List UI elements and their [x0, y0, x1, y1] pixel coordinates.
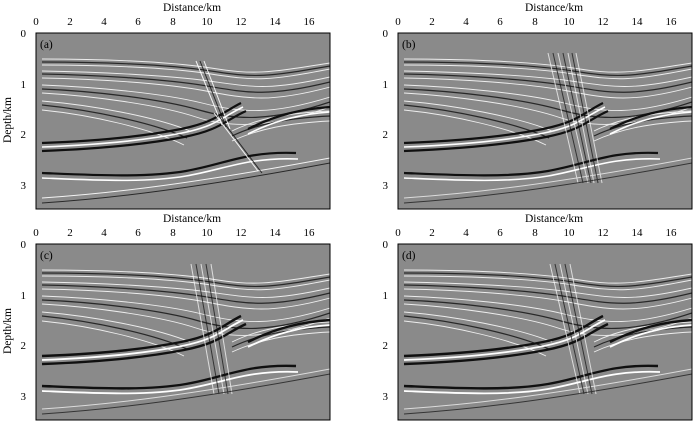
x-tick-label: 0	[395, 227, 401, 239]
x-tick-label: 6	[135, 16, 141, 28]
x-axis-title: Distance/km	[163, 213, 221, 225]
x-tick-label: 16	[666, 227, 678, 239]
x-tick-label: 12	[598, 227, 609, 239]
x-tick-label: 6	[135, 227, 141, 239]
x-tick-label: 12	[236, 227, 247, 239]
y-tick-labels: 0 1 2 3	[21, 239, 27, 403]
x-tick-label: 12	[236, 16, 247, 28]
x-axis-title: Distance/km	[525, 213, 583, 225]
image-frame	[35, 32, 331, 210]
panel-label: (c)	[40, 250, 53, 262]
x-tick-label: 0	[395, 16, 401, 28]
y-tick-label: 3	[21, 391, 27, 403]
x-tick-label: 16	[666, 16, 678, 28]
x-tick-label: 0	[33, 16, 39, 28]
y-tick-label: 1	[21, 290, 27, 302]
y-tick-label: 3	[21, 180, 27, 192]
image-frame	[397, 243, 693, 421]
x-tick-labels: 0 2 4 6 8 10 12 14 16	[395, 227, 677, 239]
panel-a: Distance/km 0 2 4 6 8 10 12 14 16 Depth/…	[0, 0, 350, 211]
x-tick-label: 2	[429, 227, 435, 239]
panel-c-svg: Distance/km 0 2 4 6 8 10 12 14 16 Depth/…	[2, 213, 331, 421]
x-axis-title: Distance/km	[163, 2, 221, 14]
x-tick-label: 8	[532, 16, 538, 28]
x-tick-label: 4	[101, 227, 107, 239]
y-axis-title: Depth/km	[2, 97, 14, 143]
x-tick-label: 4	[463, 16, 469, 28]
y-tick-label: 0	[383, 28, 389, 40]
x-tick-label: 10	[564, 16, 576, 28]
seismic-image	[397, 32, 693, 210]
x-tick-label: 12	[598, 16, 609, 28]
y-tick-label: 2	[21, 129, 27, 141]
x-tick-label: 2	[429, 16, 435, 28]
x-tick-label: 10	[202, 227, 214, 239]
y-tick-label: 0	[21, 28, 27, 40]
x-tick-label: 14	[632, 16, 644, 28]
y-tick-labels: 0 1 2 3	[383, 239, 389, 403]
x-tick-labels: 0 2 4 6 8 10 12 14 16	[395, 16, 677, 28]
x-tick-label: 10	[202, 16, 214, 28]
x-tick-label: 2	[67, 227, 73, 239]
x-axis-title: Distance/km	[525, 2, 583, 14]
x-tick-labels: 0 2 4 6 8 10 12 14 16	[33, 16, 315, 28]
panel-a-svg: Distance/km 0 2 4 6 8 10 12 14 16 Depth/…	[2, 2, 331, 210]
y-tick-label: 1	[383, 290, 389, 302]
x-tick-label: 16	[304, 227, 316, 239]
x-tick-labels: 0 2 4 6 8 10 12 14 16	[33, 227, 315, 239]
x-tick-label: 16	[304, 16, 316, 28]
panel-label: (b)	[402, 39, 416, 51]
y-tick-label: 3	[383, 180, 389, 192]
x-tick-label: 10	[564, 227, 576, 239]
x-tick-label: 4	[463, 227, 469, 239]
y-tick-label: 1	[21, 79, 27, 91]
panel-b: Distance/km 0 2 4 6 8 10 12 14 16 0 1 2 …	[362, 0, 700, 211]
x-tick-label: 2	[67, 16, 73, 28]
panel-label: (a)	[40, 39, 53, 51]
x-tick-label: 0	[33, 227, 39, 239]
y-axis-title: Depth/km	[2, 308, 14, 354]
y-tick-label: 3	[383, 391, 389, 403]
panel-d: Distance/km 0 2 4 6 8 10 12 14 16 0 1 2 …	[362, 211, 700, 422]
x-tick-label: 8	[170, 227, 176, 239]
x-tick-label: 14	[270, 227, 282, 239]
image-frame	[397, 32, 693, 210]
seismic-image	[35, 32, 331, 210]
x-tick-label: 6	[497, 227, 503, 239]
y-tick-labels: 0 1 2 3	[21, 28, 27, 192]
y-tick-label: 1	[383, 79, 389, 91]
x-tick-label: 4	[101, 16, 107, 28]
y-tick-label: 0	[383, 239, 389, 251]
x-tick-label: 8	[170, 16, 176, 28]
x-tick-label: 6	[497, 16, 503, 28]
seismic-image	[397, 243, 693, 421]
panel-c: Distance/km 0 2 4 6 8 10 12 14 16 Depth/…	[0, 211, 350, 422]
x-tick-label: 8	[532, 227, 538, 239]
image-frame	[35, 243, 331, 421]
y-tick-label: 2	[383, 129, 389, 141]
seismic-image	[35, 243, 331, 421]
y-tick-labels: 0 1 2 3	[383, 28, 389, 192]
y-tick-label: 0	[21, 239, 27, 251]
x-tick-label: 14	[270, 16, 282, 28]
panel-b-svg: Distance/km 0 2 4 6 8 10 12 14 16 0 1 2 …	[383, 2, 693, 210]
x-tick-label: 14	[632, 227, 644, 239]
panel-d-svg: Distance/km 0 2 4 6 8 10 12 14 16 0 1 2 …	[383, 213, 693, 421]
y-tick-label: 2	[383, 340, 389, 352]
panel-label: (d)	[402, 250, 416, 262]
y-tick-label: 2	[21, 340, 27, 352]
